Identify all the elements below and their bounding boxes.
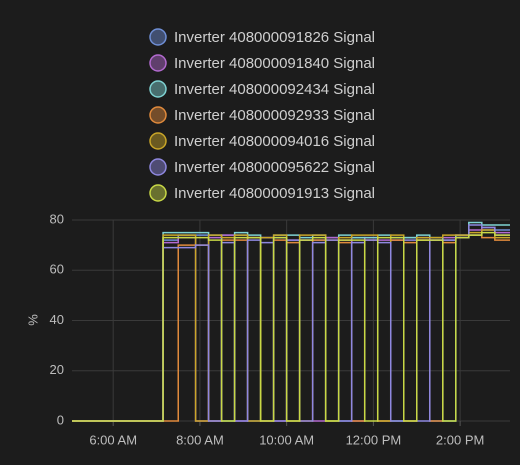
- legend-swatch: [149, 28, 167, 46]
- x-tick-label: 6:00 AM: [89, 432, 137, 447]
- y-tick-label: 40: [50, 312, 64, 327]
- legend-swatch: [149, 106, 167, 124]
- x-tick-label: 8:00 AM: [176, 432, 224, 447]
- legend-swatch: [149, 80, 167, 98]
- legend-label: Inverter 408000094016 Signal: [174, 133, 375, 150]
- y-tick-label: 20: [50, 362, 64, 377]
- series-line: [72, 224, 510, 422]
- y-axis-label: %: [25, 314, 40, 326]
- legend-swatch: [149, 184, 167, 202]
- legend-swatch: [149, 132, 167, 150]
- legend: Inverter 408000091826 Signal Inverter 408…: [149, 28, 375, 202]
- series-line: [72, 221, 510, 422]
- y-tick-label: 0: [57, 412, 64, 427]
- legend-label: Inverter 408000091840 Signal: [174, 55, 375, 72]
- series-line: [72, 226, 510, 422]
- x-tick-label: 2:00 PM: [436, 432, 484, 447]
- y-tick-label: 80: [50, 211, 64, 226]
- x-tick-label: 10:00 AM: [259, 432, 314, 447]
- legend-swatch: [149, 158, 167, 176]
- legend-label: Inverter 408000095622 Signal: [174, 159, 375, 176]
- legend-swatch: [149, 54, 167, 72]
- y-tick-label: 60: [50, 262, 64, 277]
- series-line: [72, 231, 510, 422]
- legend-label: Inverter 408000091913 Signal: [174, 185, 375, 202]
- legend-label: Inverter 408000091826 Signal: [174, 29, 375, 46]
- series-line: [72, 229, 510, 422]
- legend-label: Inverter 408000092434 Signal: [174, 81, 375, 98]
- legend-label: Inverter 408000092933 Signal: [174, 107, 375, 124]
- series-line: [72, 229, 510, 422]
- series-line: [72, 234, 510, 422]
- x-tick-label: 12:00 PM: [346, 432, 402, 447]
